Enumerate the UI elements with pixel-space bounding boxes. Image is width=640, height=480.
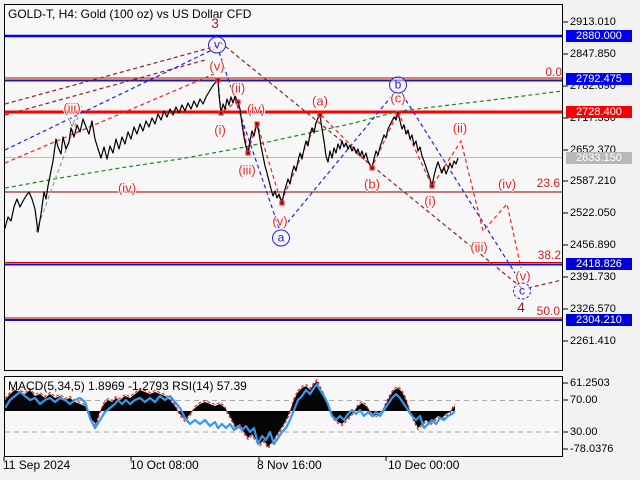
trend-line bbox=[401, 93, 516, 274]
wave-label: (a) bbox=[312, 93, 328, 109]
wave-marker-dot bbox=[397, 112, 399, 114]
trend-line bbox=[218, 51, 280, 229]
fib-level-label: 23.6 bbox=[536, 176, 560, 190]
wave-circle-label: b bbox=[389, 76, 407, 94]
wave-marker-dot bbox=[431, 185, 433, 187]
macd-group bbox=[5, 378, 562, 450]
wave-marker-dot bbox=[281, 202, 283, 204]
trend-line bbox=[35, 105, 83, 233]
price-axis-badge: 2880.000 bbox=[566, 30, 632, 42]
fib-level-label: 0.0 bbox=[545, 65, 562, 79]
wave-marker-dot bbox=[247, 152, 249, 154]
macd-histogram bbox=[5, 381, 455, 447]
price-axis-tick-label: 2522.050 bbox=[570, 207, 616, 219]
wave-degree-label: 3 bbox=[211, 15, 219, 31]
wave-marker-dot bbox=[371, 167, 373, 169]
trend-line bbox=[219, 41, 523, 289]
wave-marker-dot bbox=[256, 123, 258, 125]
price-line bbox=[5, 79, 459, 233]
wave-degree-label: 4 bbox=[517, 299, 525, 315]
price-axis-tick-label: 2847.850 bbox=[570, 48, 616, 60]
trend-line bbox=[5, 73, 215, 164]
wave-label: (b) bbox=[364, 176, 380, 192]
trend-line bbox=[5, 90, 562, 189]
wave-marker-dot bbox=[237, 101, 239, 103]
price-axis-tick-label: 2391.730 bbox=[570, 271, 616, 283]
price-axis-tick-label: 2456.890 bbox=[570, 239, 616, 251]
macd-axis-tick-label: 70.00 bbox=[570, 394, 598, 406]
wave-marker-dot bbox=[220, 112, 222, 114]
price-axis-tick-label: 2913.010 bbox=[570, 16, 616, 28]
price-axis-badge: 2304.210 bbox=[566, 314, 632, 326]
price-axis-badge: 2418.826 bbox=[566, 258, 632, 270]
wave-label: (c) bbox=[390, 90, 406, 106]
price-axis-tick-label: 2326.570 bbox=[570, 303, 616, 315]
wave-label: (iv) bbox=[246, 101, 266, 117]
price-axis-tick-label: 2587.210 bbox=[570, 175, 616, 187]
macd-indicator-label: MACD(5,34,5) 1.8969 -1.2793 RSI(14) 57.3… bbox=[8, 379, 247, 393]
wave-label: (iv) bbox=[117, 180, 137, 196]
macd-signal-line bbox=[5, 378, 456, 450]
wave-label: (iv) bbox=[497, 176, 517, 192]
price-axis-badge: 2728.400 bbox=[566, 106, 632, 118]
wave-label: (iii) bbox=[470, 239, 488, 255]
date-axis-label: 11 Sep 2024 bbox=[3, 458, 71, 472]
wave-marker-dot bbox=[217, 79, 219, 81]
macd-axis-tick-label: 30.00 bbox=[570, 426, 598, 438]
wave-label: (i) bbox=[214, 122, 226, 138]
wave-circle-label: a bbox=[272, 229, 290, 247]
wave-label: (ii) bbox=[452, 120, 468, 136]
trend-line bbox=[5, 45, 218, 105]
wave-label: (iii) bbox=[238, 162, 256, 178]
wave-label: (iii) bbox=[63, 100, 81, 116]
wave-circle-label: c bbox=[513, 282, 531, 300]
wave-label: (i) bbox=[424, 193, 436, 209]
trend-line bbox=[282, 91, 396, 229]
macd-axis-tick-label: 61.2503 bbox=[570, 377, 610, 389]
wave-label: v bbox=[68, 114, 76, 130]
fib-level-label: 38.2 bbox=[537, 248, 561, 262]
wave-circle-label: v bbox=[208, 36, 226, 54]
wave-marker-dot bbox=[319, 114, 321, 116]
price-axis-badge: 2633.150 bbox=[566, 152, 632, 164]
date-axis-label: 10 Dec 00:00 bbox=[388, 458, 460, 472]
wave-label: (v) bbox=[272, 213, 288, 229]
date-axis-label: 10 Oct 08:00 bbox=[130, 458, 199, 472]
main-chart-panel bbox=[4, 4, 563, 371]
trend-line bbox=[5, 48, 215, 151]
trend-line bbox=[217, 79, 522, 269]
main-chart-group bbox=[5, 34, 562, 321]
trend-line bbox=[527, 279, 562, 289]
date-axis-label: 8 Nov 16:00 bbox=[257, 458, 322, 472]
macd-axis-tick-label: -78.0376 bbox=[570, 443, 614, 455]
rsi-line bbox=[5, 382, 456, 446]
price-axis-tick-label: 2261.410 bbox=[570, 335, 616, 347]
chart-title: GOLD-T, H4: Gold (100 oz) vs US Dollar C… bbox=[8, 7, 252, 21]
fib-level-label: 50.0 bbox=[536, 304, 560, 318]
wave-label: (v) bbox=[209, 58, 225, 74]
wave-label: (v) bbox=[515, 268, 531, 284]
wave-label: (ii) bbox=[230, 80, 246, 96]
price-axis-badge: 2792.475 bbox=[566, 73, 632, 85]
